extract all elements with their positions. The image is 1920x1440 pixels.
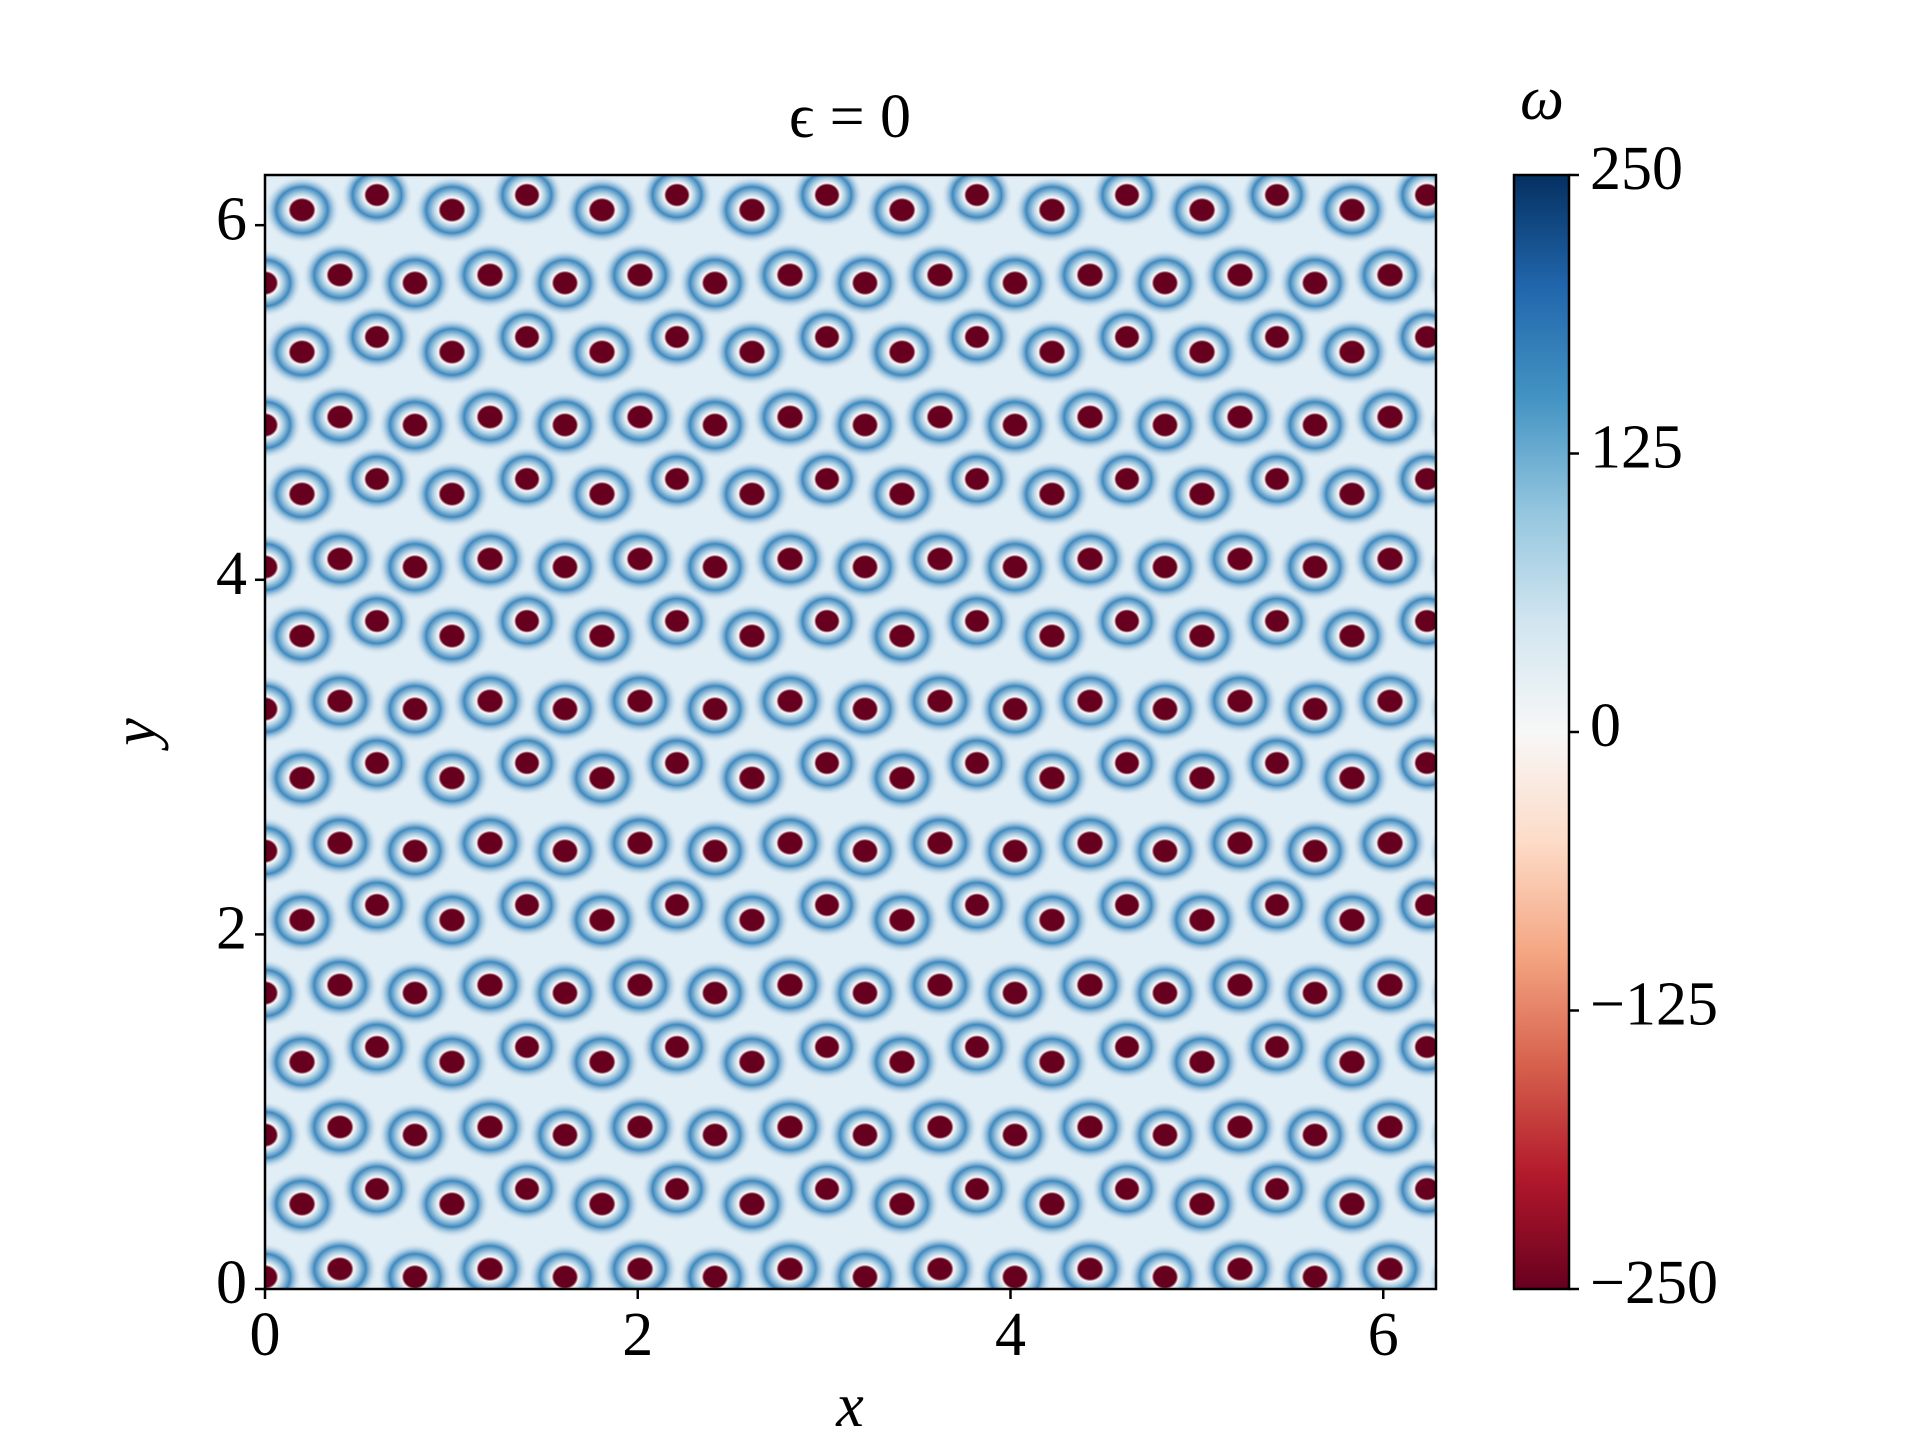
colorbar-tick-label: 125 xyxy=(1590,414,1683,482)
colorbar-tick-label: −125 xyxy=(1590,971,1718,1039)
x-tick-label: 0 xyxy=(250,1301,281,1369)
x-tick-label: 6 xyxy=(1368,1301,1399,1369)
colorbar-tick-label: −250 xyxy=(1590,1249,1718,1317)
plot-frame xyxy=(263,173,1438,1291)
vorticity-field xyxy=(265,175,1436,1289)
y-tick-label: 2 xyxy=(216,895,247,963)
chart-title: ϵ = 0 xyxy=(789,83,911,151)
colorbar-tick-label: 250 xyxy=(1590,135,1683,203)
colorbar xyxy=(1512,173,1571,1291)
y-tick-label: 6 xyxy=(216,185,247,253)
x-tick-label: 2 xyxy=(622,1301,653,1369)
colorbar-tick-label: 0 xyxy=(1590,692,1621,760)
y-tick-label: 0 xyxy=(216,1249,247,1317)
y-axis-label: y xyxy=(101,718,169,752)
y-tick-label: 4 xyxy=(216,540,247,608)
x-axis-label: x xyxy=(835,1372,864,1440)
x-tick-label: 4 xyxy=(995,1301,1026,1369)
colorbar-label: ω xyxy=(1520,65,1564,133)
